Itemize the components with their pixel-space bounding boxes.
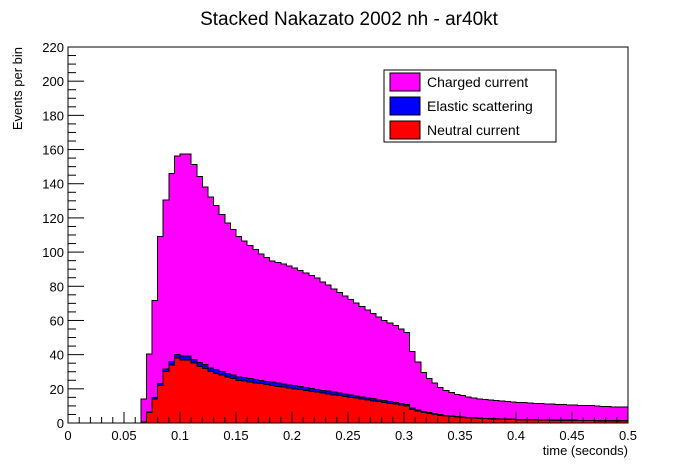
x-tick-label: 0.5 bbox=[619, 428, 637, 443]
y-axis-ticks: 0 20 40 60 80 100 120 140 160 180 200 220 bbox=[42, 40, 84, 431]
y-tick-label: 0 bbox=[57, 416, 64, 431]
x-tick-label: 0 bbox=[64, 428, 71, 443]
x-tick-label: 0.3 bbox=[395, 428, 413, 443]
y-axis-label: Events per bin bbox=[10, 47, 25, 130]
x-tick-label: 0.4 bbox=[507, 428, 525, 443]
legend-label-charged-current: Charged current bbox=[427, 74, 528, 90]
y-tick-label: 180 bbox=[42, 108, 64, 123]
y-tick-label: 100 bbox=[42, 245, 64, 260]
x-tick-label: 0.2 bbox=[283, 428, 301, 443]
x-tick-label: 0.25 bbox=[335, 428, 360, 443]
y-tick-label: 140 bbox=[42, 177, 64, 192]
legend: Charged current Elastic scattering Neutral… bbox=[383, 69, 557, 143]
y-tick-label: 200 bbox=[42, 74, 64, 89]
y-tick-label: 220 bbox=[42, 40, 64, 55]
legend-swatch-elastic-scattering bbox=[389, 96, 421, 116]
y-tick-label: 120 bbox=[42, 211, 64, 226]
y-tick-label: 20 bbox=[50, 382, 64, 397]
y-tick-label: 80 bbox=[50, 279, 64, 294]
x-tick-label: 0.1 bbox=[171, 428, 189, 443]
legend-label-neutral-current: Neutral current bbox=[427, 122, 520, 138]
legend-swatch-charged-current bbox=[389, 72, 421, 92]
x-tick-label: 0.35 bbox=[447, 428, 472, 443]
x-tick-label: 0.05 bbox=[111, 428, 136, 443]
legend-swatch-neutral-current bbox=[389, 120, 421, 140]
y-tick-label: 40 bbox=[50, 348, 64, 363]
y-tick-label: 60 bbox=[50, 313, 64, 328]
chart-title: Stacked Nakazato 2002 nh - ar40kt bbox=[200, 9, 499, 30]
series-area-charged-current bbox=[68, 153, 629, 424]
x-tick-label: 0.45 bbox=[559, 428, 584, 443]
x-axis-label: time (seconds) bbox=[543, 443, 628, 458]
stacked-areas bbox=[68, 153, 629, 424]
x-tick-label: 0.15 bbox=[223, 428, 248, 443]
legend-label-elastic-scattering: Elastic scattering bbox=[427, 98, 533, 114]
x-axis-ticks: 0 0.05 0.1 0.15 0.2 0.25 0.3 0.35 0.4 0.45 0.5 bbox=[64, 412, 637, 443]
y-tick-label: 160 bbox=[42, 143, 64, 158]
